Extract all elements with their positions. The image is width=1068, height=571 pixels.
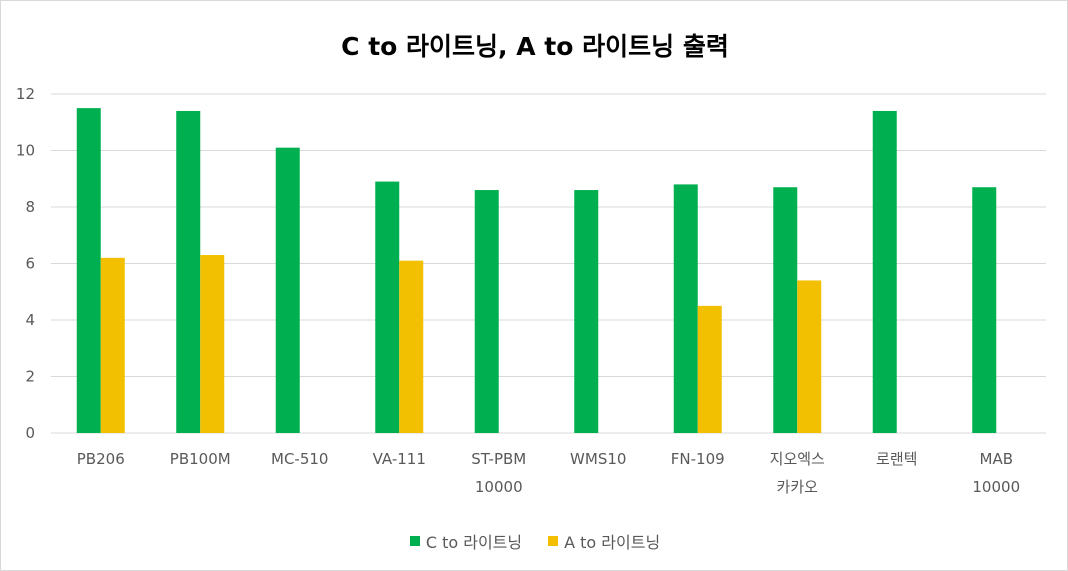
x-tick-label: 지오엑스	[770, 450, 825, 468]
legend-item-a-to-lightning: A to 라이트닝	[548, 529, 660, 553]
x-tick-label: VA-111	[373, 450, 426, 468]
plot-area: 0 2 4 6 8 10 12 PB206 PB100M MC-510 VA-111 ST-PBM 10…	[16, 85, 1046, 496]
bar-c-to-lightning	[474, 190, 499, 433]
x-tick-label: MC-510	[271, 450, 328, 468]
bar-c-to-lightning	[872, 110, 897, 433]
x-tick-label: MAB	[980, 450, 1014, 468]
x-tick-label: ST-PBM	[471, 450, 526, 468]
x-tick-label: 10000	[475, 478, 523, 496]
y-tick-label: 6	[25, 255, 35, 273]
y-tick-label: 12	[16, 85, 35, 103]
x-tick-label: FN-109	[671, 450, 725, 468]
y-tick-label: 4	[25, 311, 35, 329]
bar-a-to-lightning	[697, 305, 722, 433]
bar-c-to-lightning	[673, 184, 698, 433]
x-tick-label: 10000	[972, 478, 1020, 496]
bar-c-to-lightning	[972, 187, 997, 433]
x-tick-label: 로랜텍	[876, 450, 917, 468]
legend-item-c-to-lightning: C to 라이트닝	[409, 529, 523, 553]
x-tick-label: 카카오	[777, 478, 819, 496]
y-tick-label: 2	[25, 368, 35, 386]
legend-swatch-yellow	[548, 536, 559, 546]
x-tick-label: PB206	[77, 450, 125, 468]
x-tick-label: WMS10	[570, 450, 626, 468]
bar-c-to-lightning	[275, 147, 300, 434]
bar-a-to-lightning	[100, 257, 125, 433]
bar-c-to-lightning	[76, 108, 101, 433]
y-tick-label: 8	[25, 198, 35, 216]
chart-title: C to 라이트닝, A to 라이트닝 출력	[341, 32, 729, 61]
y-tick-label: 0	[25, 424, 35, 442]
legend: C to 라이트닝 A to 라이트닝	[1, 529, 1068, 553]
bar-c-to-lightning	[176, 110, 201, 433]
bar-a-to-lightning	[797, 280, 822, 433]
legend-label: C to 라이트닝	[425, 533, 523, 552]
bar-c-to-lightning	[773, 187, 798, 433]
y-tick-label: 10	[16, 142, 35, 160]
legend-swatch-green	[409, 536, 420, 546]
bar-c-to-lightning	[375, 181, 400, 433]
bar-a-to-lightning	[200, 255, 225, 433]
bar-a-to-lightning	[399, 260, 424, 433]
legend-label: A to 라이트닝	[564, 533, 661, 552]
bar-c-to-lightning	[574, 190, 599, 433]
x-tick-label: PB100M	[170, 450, 231, 468]
